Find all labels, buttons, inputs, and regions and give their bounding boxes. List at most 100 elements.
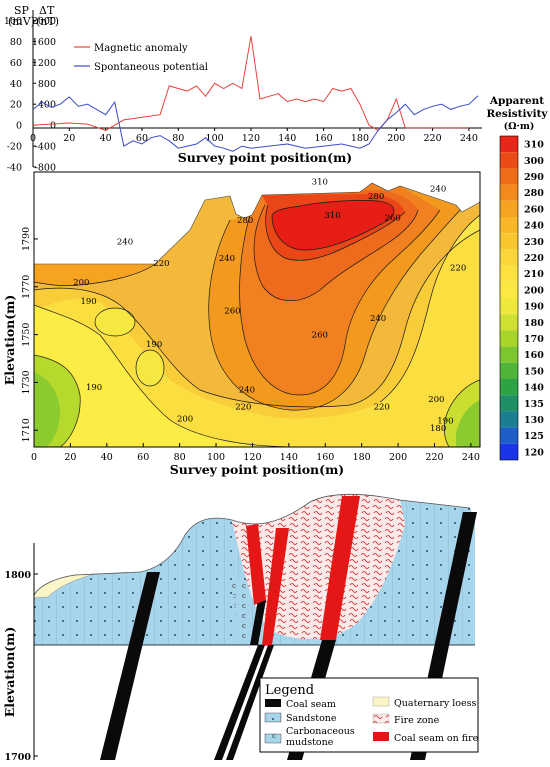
mid-x-tick-label: 160 [316, 452, 334, 463]
contour-200 [34, 304, 301, 447]
resistivity-contour: 3103102802602402202802402202402001901901… [2, 171, 481, 477]
dt-axis-unit: (nT) [36, 15, 59, 28]
contour-190-pocket-a [94, 307, 136, 337]
geologic-legend: Legend Coal seam Sandstone Carbonaceous … [259, 677, 479, 753]
sp-tick-label: 0 [16, 121, 22, 132]
x-tick-label: 60 [136, 133, 148, 144]
band-195 [34, 305, 300, 447]
contour-label: 220 [450, 264, 466, 274]
dt-tick-label: -800 [35, 163, 56, 174]
tick-label-1800: 1800 [5, 570, 32, 581]
colorbar-unit: (Ω·m) [504, 121, 535, 132]
dt-tick-label: 800 [38, 79, 56, 90]
colorbar-cell [500, 346, 518, 363]
colorbar-cell [500, 427, 518, 444]
mid-x-tick-label: 140 [280, 452, 298, 463]
mid-x-tick-label: 120 [243, 452, 261, 463]
colorbar-label: 240 [524, 221, 544, 232]
sp-tick-label: 80 [10, 37, 22, 48]
x-tick-label: 240 [460, 133, 478, 144]
legend-mudstone-label-2: mudstone [286, 737, 334, 748]
colorbar-label: 230 [524, 237, 544, 248]
mid-y-axis-label: Elevation(m) [2, 295, 17, 386]
colorbar-cell [500, 184, 518, 201]
band-240-topleft [34, 264, 155, 286]
colorbar-title-1: Apparent [489, 95, 544, 107]
sp-tick-label: -20 [7, 142, 22, 153]
contour-240-left [34, 263, 156, 287]
colorbar-label: 180 [524, 318, 544, 329]
sp-axis-title: SP [14, 4, 30, 17]
legend-magnetic-label: Magnetic anomaly [94, 43, 188, 54]
colorbar-label: 280 [524, 188, 544, 199]
mid-x-tick-label: 100 [207, 452, 225, 463]
contour-label: 190 [437, 417, 453, 427]
contour-label: 220 [235, 402, 251, 412]
legend-coalfire-label: Coal seam on fire [394, 733, 479, 744]
legend-title: Legend [265, 683, 314, 698]
colorbar-cell [500, 411, 518, 428]
x-ticks: 0 20 40 60 80 100 120 140 160 180 200 220 240 [30, 128, 478, 144]
band-green-right-inner [456, 400, 480, 447]
contour-190-right [443, 379, 480, 447]
contour-label: 200 [177, 414, 193, 424]
mid-x-tick-label: 20 [64, 452, 76, 463]
contour-label: 260 [385, 213, 401, 223]
colorbar-cell [500, 168, 518, 185]
colorbar-label: 150 [524, 366, 544, 377]
colorbar-label: 135 [524, 399, 544, 410]
mid-x-tick-label: 240 [462, 452, 480, 463]
x-tick-label: 140 [278, 133, 296, 144]
mid-x-tick-label: 220 [425, 452, 443, 463]
contour-label: 220 [374, 402, 390, 412]
contour-label: 310 [312, 178, 328, 188]
mid-x-tick-label: 0 [31, 452, 37, 463]
coal-seam-3 [226, 645, 274, 760]
geologic-section: 1800 1700 Elevation(m) Legend Coal seam … [2, 493, 479, 763]
contour-220 [34, 229, 480, 408]
colorbar-label: 200 [524, 285, 544, 296]
legend-coalfire-swatch [373, 732, 389, 741]
contour-label: 280 [368, 192, 384, 202]
contour-label: 240 [430, 185, 446, 195]
pocket-190-mid [136, 350, 164, 386]
contour-fill [34, 183, 480, 447]
coal-seam-1 [100, 572, 160, 760]
dt-tick-label: 0 [50, 121, 56, 132]
legend-mudstone-label-1: Carbonaceous [286, 726, 355, 737]
top-x-axis-label: Survey point position(m) [178, 150, 352, 165]
colorbar-cell [500, 314, 518, 331]
mid-y-tick-label: 1790 [21, 227, 32, 251]
colorbar-label: 125 [524, 431, 544, 442]
x-tick-label: 120 [242, 133, 260, 144]
colorbar-cell [500, 362, 518, 379]
legend-sandstone-swatch [264, 712, 282, 723]
mid-x-tick-label: 40 [101, 452, 113, 463]
contour-label: 280 [237, 216, 253, 226]
colorbar-cell [500, 249, 518, 266]
contour-label: 220 [153, 259, 169, 269]
legend-sp-label: Spontaneous potential [94, 62, 208, 73]
contour-190-left [34, 354, 81, 447]
band-green-left-inner [34, 372, 60, 447]
pocket-190-left [95, 308, 135, 336]
colorbar-label: 140 [524, 383, 544, 394]
contour-label: 310 [324, 211, 340, 221]
sp-axis-unit: (mV) [8, 15, 35, 28]
sp-tick-label: 40 [10, 79, 22, 90]
colorbar-label: 190 [524, 302, 544, 313]
legend-fire-label: Fire zone [394, 715, 440, 726]
tick-label-1700: 1700 [5, 752, 32, 763]
contour-label: 200 [428, 395, 444, 405]
contour-label: 260 [312, 331, 328, 341]
contour-310 [271, 200, 395, 251]
colorbar-cell [500, 136, 518, 153]
contour-label: 190 [146, 340, 162, 350]
legend-loess-swatch [372, 696, 390, 707]
colorbar-label: 300 [524, 156, 544, 167]
legend-mudstone-swatch [264, 733, 282, 744]
legend-fire-swatch [372, 713, 390, 724]
contour-label: 180 [430, 424, 446, 434]
legend-coal-swatch [265, 699, 281, 707]
x-tick-label: 180 [351, 133, 369, 144]
